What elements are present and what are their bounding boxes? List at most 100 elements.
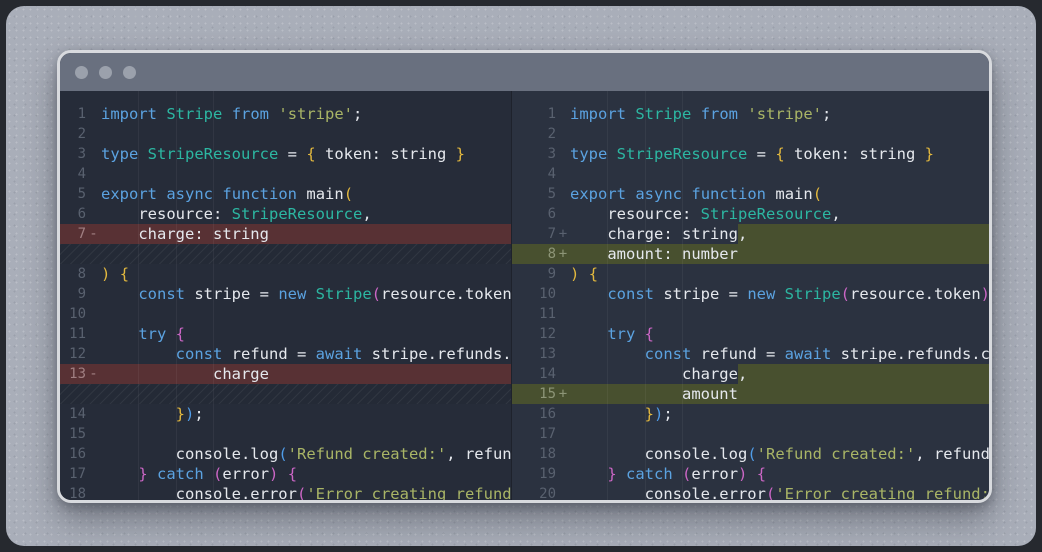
code-line[interactable]: 11 try { — [60, 324, 511, 344]
line-number: 7 — [547, 226, 556, 242]
code-line[interactable]: 11 — [512, 304, 989, 324]
code-line[interactable]: 12 const refund = await stripe.refunds.c… — [60, 344, 511, 364]
code-line[interactable]: 13 const refund = await stripe.refunds.c… — [512, 344, 989, 364]
old-code-panel[interactable]: 1 import Stripe from 'stripe'; 2 3 type Stri… — [60, 91, 511, 500]
code-line[interactable]: 14 charge, — [512, 364, 989, 384]
row-filler — [269, 224, 511, 244]
code-text: } catch (error) { — [607, 465, 767, 483]
code-text: resource: StripeResource, — [570, 205, 841, 223]
code-line[interactable]: 9) { — [512, 264, 989, 284]
new-code-panel[interactable]: 1 import Stripe from 'stripe'; 2 3 type Stri… — [511, 91, 989, 500]
line-number: 12 — [539, 326, 556, 342]
line-number: 1 — [547, 106, 556, 122]
line-number: 9 — [547, 266, 556, 282]
code-line[interactable]: 15 + amount — [512, 384, 989, 404]
diff-marker — [86, 424, 101, 444]
diff-marker — [86, 344, 101, 364]
diff-marker: + — [558, 386, 568, 402]
code-line[interactable]: 18 console.error('Error creating refund:… — [60, 484, 511, 500]
code-text: const refund = await stripe.refunds.crea… — [175, 345, 511, 363]
code-line[interactable]: 8) { — [60, 264, 511, 284]
inline-added-text: , — [737, 224, 989, 244]
diff-marker — [556, 144, 570, 164]
code-text: resource: StripeResource, — [101, 205, 372, 223]
code-line[interactable]: 15 — [60, 424, 511, 444]
diff-marker — [86, 284, 101, 304]
diff-marker — [556, 364, 570, 384]
code-line[interactable]: 5 export async function main( — [512, 184, 989, 204]
line-number: 13 — [69, 366, 86, 382]
line-number: 11 — [539, 306, 556, 322]
line-number: 2 — [547, 126, 556, 142]
code-text: const stripe = new Stripe(resource.token… — [138, 285, 511, 303]
code-line[interactable]: 8 + amount: number — [512, 244, 989, 264]
line-number: 4 — [77, 166, 86, 182]
diff-marker — [86, 444, 101, 464]
code-text: amount — [570, 385, 738, 403]
code-line[interactable]: 3 type StripeResource = { token: string } — [512, 144, 989, 164]
diff-marker — [86, 104, 101, 124]
line-number: 19 — [539, 466, 556, 482]
code-line[interactable]: 2 — [512, 124, 989, 144]
code-text: try { — [607, 325, 655, 343]
code-line[interactable]: 9 const stripe = new Stripe(resource.tok… — [60, 284, 511, 304]
code-line[interactable]: 6 resource: StripeResource, — [512, 204, 989, 224]
row-filler — [738, 384, 989, 404]
code-text: charge — [570, 365, 738, 383]
line-number: 14 — [69, 406, 86, 422]
code-text: import Stripe from 'stripe'; — [570, 105, 832, 123]
code-line[interactable]: 2 — [60, 124, 511, 144]
new-code-rows: 1 import Stripe from 'stripe'; 2 3 type Stri… — [512, 91, 989, 500]
code-line[interactable]: 17 } catch (error) { — [60, 464, 511, 484]
row-filler — [598, 264, 989, 284]
code-line[interactable]: 4 — [60, 164, 511, 184]
code-line[interactable]: 3 type StripeResource = { token: string } — [60, 144, 511, 164]
row-filler — [101, 124, 511, 144]
line-number: 18 — [69, 486, 86, 500]
line-number: 8 — [77, 266, 86, 282]
window-title-bar[interactable] — [60, 53, 989, 91]
code-text: }); — [644, 405, 673, 423]
code-line[interactable]: 7- charge: string — [60, 224, 511, 244]
code-line[interactable]: 13- charge — [60, 364, 511, 384]
code-line[interactable]: 20 console.error('Error creating refund:… — [512, 484, 989, 500]
code-line[interactable]: 5 export async function main( — [60, 184, 511, 204]
code-line[interactable]: 14 }); — [60, 404, 511, 424]
code-line[interactable]: 6 resource: StripeResource, — [60, 204, 511, 224]
line-number: 3 — [77, 146, 86, 162]
code-line[interactable]: 19 } catch (error) { — [512, 464, 989, 484]
code-line[interactable]: 10 — [60, 304, 511, 324]
code-line[interactable]: 4 — [512, 164, 989, 184]
code-text: }); — [175, 405, 204, 423]
line-number: 17 — [69, 466, 86, 482]
row-filler — [297, 464, 511, 484]
diff-marker: + — [558, 226, 568, 242]
traffic-light-dot-icon[interactable] — [75, 65, 88, 79]
code-diff-window: 1 import Stripe from 'stripe'; 2 3 type Stri… — [57, 50, 992, 503]
line-number: 16 — [539, 406, 556, 422]
code-line[interactable]: 17 — [512, 424, 989, 444]
line-number: 16 — [69, 446, 86, 462]
line-number: 5 — [547, 186, 556, 202]
code-line[interactable]: 7 + charge: string, — [512, 224, 989, 244]
row-filler — [129, 264, 511, 284]
code-line[interactable]: 12 try { — [512, 324, 989, 344]
code-line[interactable]: 18 console.log('Refund created:', refund… — [512, 444, 989, 464]
code-text: amount: number — [570, 245, 738, 263]
line-number: 8 — [547, 246, 556, 262]
row-filler — [570, 164, 989, 184]
diff-filler-row — [60, 244, 511, 264]
code-line[interactable]: 1 import Stripe from 'stripe'; — [60, 104, 511, 124]
row-filler — [673, 404, 989, 424]
code-line[interactable]: 16 console.log('Refund created:', refund… — [60, 444, 511, 464]
line-number: 20 — [539, 486, 556, 500]
diff-filler-row — [60, 384, 511, 404]
code-line[interactable]: 10 const stripe = new Stripe(resource.to… — [512, 284, 989, 304]
traffic-light-dot-icon[interactable] — [99, 65, 112, 79]
code-text: charge: string — [101, 225, 269, 243]
traffic-light-dot-icon[interactable] — [123, 65, 136, 79]
line-number: 10 — [69, 306, 86, 322]
code-line[interactable]: 16 }); — [512, 404, 989, 424]
code-line[interactable]: 1 import Stripe from 'stripe'; — [512, 104, 989, 124]
code-text: export async function main( — [101, 185, 354, 203]
